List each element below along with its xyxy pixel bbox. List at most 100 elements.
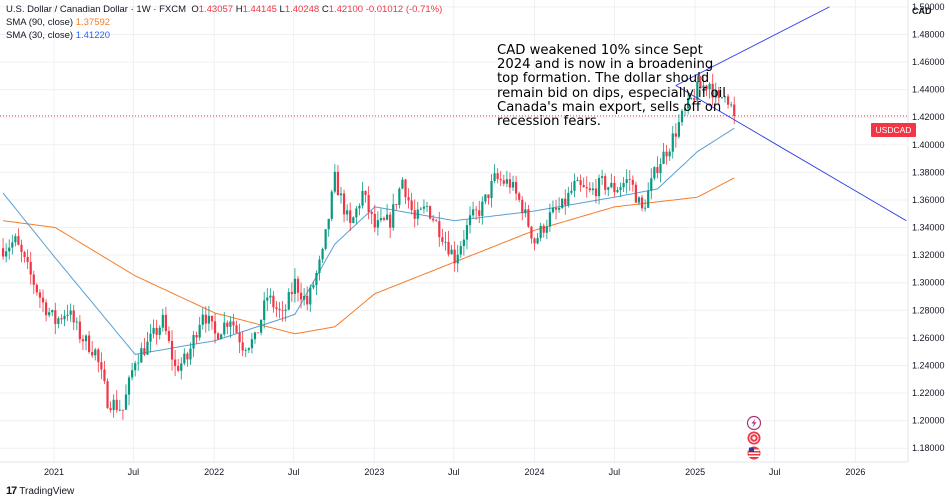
event-icons[interactable] xyxy=(746,415,762,460)
candle-body xyxy=(687,98,690,109)
candle-body xyxy=(674,133,677,137)
candle-body xyxy=(324,229,327,249)
candle xyxy=(567,186,570,208)
price-tick-label: 1.44000 xyxy=(912,85,945,95)
candle-body xyxy=(573,181,576,191)
candle xyxy=(78,315,81,344)
candle-body xyxy=(364,190,367,195)
candle xyxy=(573,173,576,198)
candle-body xyxy=(644,207,647,209)
candle xyxy=(401,177,404,190)
time-tick-label: Jul xyxy=(448,467,460,477)
candle-body xyxy=(103,369,106,382)
candle xyxy=(269,288,272,304)
candle-body xyxy=(106,381,109,409)
candle xyxy=(48,307,51,318)
legend-close: 1.42100 xyxy=(328,4,364,15)
candle xyxy=(336,164,340,196)
candle-body xyxy=(631,179,634,185)
candle-body xyxy=(130,370,134,378)
candle xyxy=(238,323,241,354)
candle-body xyxy=(579,180,582,186)
us-flag-icon[interactable] xyxy=(747,446,761,460)
time-tick-label: 2026 xyxy=(845,467,865,477)
candle-body xyxy=(115,399,118,411)
broadcast-icon[interactable] xyxy=(747,431,761,445)
candle-body xyxy=(653,167,656,179)
candle xyxy=(180,357,183,380)
tradingview-logo[interactable]: 17 TradingView xyxy=(6,485,74,497)
candle-body xyxy=(164,314,167,332)
chart-annotation[interactable]: CAD weakened 10% since Sept 2024 and is … xyxy=(497,43,726,130)
candle-body xyxy=(413,210,416,219)
candle xyxy=(413,199,416,228)
candle-body xyxy=(733,104,736,116)
candle xyxy=(207,305,210,332)
price-tick-label: 1.24000 xyxy=(912,360,945,370)
lightning-icon[interactable] xyxy=(746,415,762,431)
candle-body xyxy=(622,183,625,188)
candle-body xyxy=(582,185,585,188)
candle xyxy=(702,76,705,94)
candle-body xyxy=(459,246,462,255)
candle xyxy=(628,169,631,191)
candle xyxy=(690,96,693,101)
candle-body xyxy=(152,327,155,334)
candle xyxy=(352,216,355,224)
candle-body xyxy=(94,349,97,356)
candle-body xyxy=(195,335,198,338)
legend-sma30-row[interactable]: SMA (30, close) 1.41220 xyxy=(6,29,442,42)
candle-body xyxy=(54,310,57,324)
price-tick-label: 1.46000 xyxy=(912,57,945,67)
candle-body xyxy=(447,241,450,255)
candle xyxy=(505,170,508,187)
candle-body xyxy=(192,335,195,349)
candle xyxy=(296,276,300,302)
candle-body xyxy=(385,214,389,220)
candle xyxy=(161,308,164,332)
candle xyxy=(373,204,376,233)
candle-body xyxy=(407,197,410,201)
candle xyxy=(112,394,115,418)
candle xyxy=(11,234,14,255)
candle xyxy=(637,196,641,206)
candle-body xyxy=(521,199,524,214)
candle-body xyxy=(87,335,91,353)
candle-body xyxy=(81,339,85,342)
candle-body xyxy=(57,318,60,324)
candle-body xyxy=(11,242,14,248)
candle-body xyxy=(708,83,711,90)
trendlines-layer[interactable] xyxy=(675,6,907,222)
legend-sma90-row[interactable]: SMA (90, close) 1.37592 xyxy=(6,16,442,29)
candle xyxy=(570,182,573,195)
candle xyxy=(124,384,128,411)
candle xyxy=(8,239,11,260)
candle xyxy=(192,331,195,357)
candle xyxy=(530,226,533,244)
price-axis[interactable]: 1.18000 1.20000 1.22000 1.24000 1.26000 1.280… xyxy=(912,2,945,453)
candle-body xyxy=(567,192,570,205)
candle xyxy=(659,158,662,183)
candle-body xyxy=(213,321,217,334)
candle xyxy=(416,201,419,226)
candle-body xyxy=(312,285,315,288)
candle xyxy=(558,197,561,213)
candle xyxy=(299,282,303,309)
candle-body xyxy=(244,349,247,351)
candle xyxy=(121,409,124,420)
candle xyxy=(432,214,435,223)
candle xyxy=(650,168,653,200)
candle-body xyxy=(260,320,263,333)
candle xyxy=(398,187,401,209)
candle-body xyxy=(201,314,204,325)
candle xyxy=(542,223,545,238)
candle-body xyxy=(253,332,257,340)
candle-body xyxy=(29,261,32,275)
candle-body xyxy=(640,197,644,209)
candle xyxy=(604,173,607,195)
candle-body xyxy=(717,90,720,98)
candle-body xyxy=(699,81,702,89)
time-axis[interactable]: 2021 Jul 2022 Jul 2023 Jul 2024 Jul 2025 Jul 2026 xyxy=(44,467,865,477)
candle xyxy=(536,232,539,245)
